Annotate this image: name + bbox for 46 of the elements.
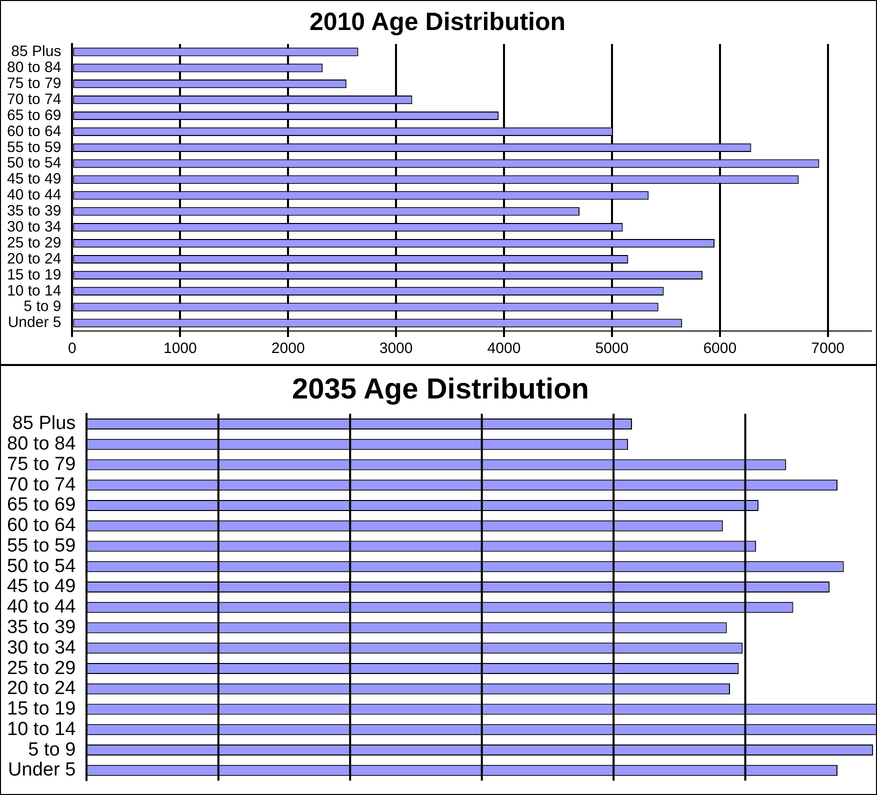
y-tick-label: 35 to 39 (7, 617, 76, 638)
y-tick-label: 45 to 49 (6, 170, 62, 188)
y-tick-label: 45 to 49 (7, 576, 76, 598)
y-tick-label: Under 5 (8, 760, 76, 781)
y-tick-label: 30 to 34 (6, 218, 62, 236)
y-tick-label: 85 Plus (11, 43, 62, 60)
chart-title: 2035 Age Distribution (292, 373, 590, 406)
y-tick-label: 20 to 24 (7, 678, 76, 700)
y-tick-label: 60 to 64 (6, 122, 62, 140)
y-tick-label: 70 to 74 (7, 474, 76, 496)
y-tick-label: 75 to 79 (7, 454, 76, 475)
y-tick-label: 50 to 54 (6, 154, 62, 172)
y-tick-label: 15 to 19 (6, 266, 62, 284)
y-tick-label: 55 to 59 (6, 138, 62, 156)
y-tick-label: 70 to 74 (6, 90, 62, 108)
y-tick-label: 60 to 64 (7, 515, 76, 536)
y-tick-label: 20 to 24 (6, 250, 62, 268)
y-tick-label: 40 to 44 (7, 596, 76, 618)
y-tick-label: 10 to 14 (6, 282, 62, 300)
y-tick-label: 5 to 9 (24, 298, 62, 316)
y-tick-label: 80 to 84 (7, 434, 76, 455)
y-tick-label: 25 to 29 (7, 658, 76, 679)
x-tick-label: 3000 (379, 340, 413, 358)
y-tick-label: 30 to 34 (7, 637, 76, 658)
y-tick-label: 55 to 59 (7, 535, 76, 556)
x-tick-label: 5000 (595, 340, 629, 358)
chart-title: 2010 Age Distribution (309, 8, 566, 36)
x-tick-label: 7000 (811, 340, 845, 358)
y-tick-label: 65 to 69 (6, 106, 62, 124)
y-tick-label: 50 to 54 (7, 556, 76, 577)
x-tick-label: 2000 (271, 340, 305, 358)
y-tick-label: 80 to 84 (6, 59, 62, 76)
x-tick-label: 1000 (163, 340, 197, 358)
y-tick-label: 10 to 14 (7, 718, 76, 740)
y-tick-label: 85 Plus (12, 413, 76, 434)
y-tick-label: 5 to 9 (28, 739, 76, 760)
y-tick-label: 15 to 19 (7, 698, 76, 720)
y-tick-label: 40 to 44 (6, 186, 62, 204)
y-tick-label: 35 to 39 (6, 202, 62, 220)
x-tick-label: 6000 (703, 340, 737, 358)
x-tick-label: 4000 (487, 340, 521, 358)
x-tick-label: 0 (68, 340, 76, 358)
y-tick-label: 25 to 29 (6, 234, 62, 252)
y-tick-label: Under 5 (8, 314, 62, 332)
y-tick-label: 65 to 69 (7, 494, 76, 516)
y-tick-label: 75 to 79 (6, 75, 62, 92)
